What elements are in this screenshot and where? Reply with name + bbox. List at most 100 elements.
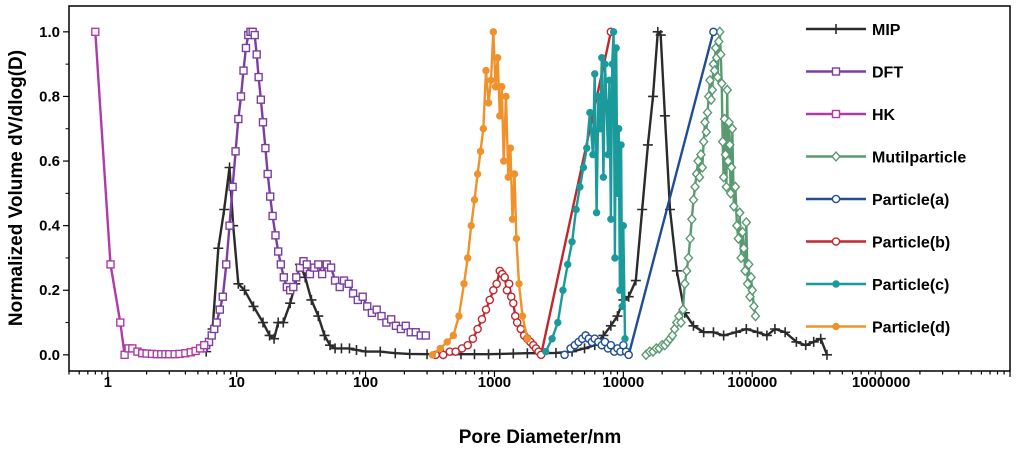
data-point <box>690 181 700 193</box>
data-point <box>630 275 641 286</box>
data-point <box>482 66 490 75</box>
series-line <box>94 31 205 356</box>
series-mip <box>201 26 832 360</box>
y-axis-title: Normalized Volume dV/dlog(D) <box>6 50 27 326</box>
data-point <box>721 181 732 193</box>
y-axis-ticks: 0.0 0.2 0.4 0.6 0.8 1.0 <box>39 24 69 364</box>
data-point <box>743 258 754 270</box>
data-point <box>542 347 550 356</box>
data-point <box>481 305 491 314</box>
x-axis-title: Pore Diameter/nm <box>459 427 622 448</box>
legend-swatch-marker <box>831 237 841 246</box>
data-point <box>609 28 618 36</box>
data-point <box>726 161 737 174</box>
data-point <box>700 116 710 128</box>
series-particle-d <box>428 28 532 359</box>
data-point <box>619 221 628 230</box>
data-point <box>723 155 734 167</box>
data-point <box>596 125 604 133</box>
data-point <box>306 294 317 305</box>
data-point <box>746 271 757 283</box>
data-point <box>363 302 372 311</box>
data-point <box>372 305 381 314</box>
data-point <box>733 233 744 245</box>
data-point <box>330 276 340 285</box>
y-tick-label: 0.8 <box>39 88 60 105</box>
data-point <box>612 311 623 322</box>
data-point <box>515 280 523 288</box>
legend-swatch-marker <box>831 67 841 76</box>
data-point <box>548 334 556 343</box>
data-point <box>228 182 237 192</box>
data-point <box>473 324 482 334</box>
series-dft <box>199 27 430 353</box>
y-tick-label: 0.4 <box>39 218 61 235</box>
data-point <box>716 77 727 90</box>
data-point <box>279 273 288 282</box>
data-point <box>504 173 512 181</box>
data-point <box>250 30 259 40</box>
data-point <box>621 334 629 343</box>
data-point <box>724 116 734 128</box>
data-point <box>780 327 791 338</box>
data-point <box>586 108 594 117</box>
data-point <box>386 315 396 324</box>
data-point <box>477 315 487 324</box>
data-point <box>697 161 708 174</box>
data-point <box>750 310 761 322</box>
data-point <box>344 343 355 354</box>
data-point <box>476 147 485 156</box>
data-point <box>473 170 482 178</box>
data-point <box>676 316 686 329</box>
data-point <box>512 318 522 327</box>
data-point <box>708 327 719 338</box>
data-point <box>722 84 733 96</box>
data-point <box>428 351 437 359</box>
data-point <box>559 286 567 294</box>
data-point <box>492 279 501 289</box>
data-point <box>685 233 696 245</box>
data-point <box>605 320 616 331</box>
data-point <box>463 254 472 262</box>
data-point <box>706 94 717 106</box>
series-particle-a <box>560 27 718 360</box>
series-particle-b <box>431 27 616 360</box>
data-point <box>479 125 488 133</box>
data-point <box>637 204 648 215</box>
legend-item-mip: MIP <box>806 22 901 39</box>
legend-label: Particle(d) <box>872 320 950 337</box>
data-point <box>604 150 612 159</box>
x-tick-label: 100 <box>353 374 378 391</box>
data-point <box>608 60 616 68</box>
data-point <box>568 238 576 246</box>
data-point <box>483 349 494 360</box>
legend-label: Particle(c) <box>872 277 949 294</box>
legend-swatch-marker <box>831 109 841 119</box>
legend: MIP DFT HK Mutilparticle Particle(a) Particle… <box>806 22 966 337</box>
data-point <box>289 282 298 292</box>
data-point <box>491 83 500 91</box>
data-point <box>599 173 608 181</box>
legend-label: DFT <box>872 65 903 82</box>
data-point <box>489 285 498 295</box>
data-point <box>560 350 569 360</box>
series-line <box>563 31 715 356</box>
data-point <box>390 348 401 359</box>
data-point <box>325 340 336 351</box>
data-point <box>463 340 472 350</box>
data-point <box>618 302 626 311</box>
data-point <box>707 84 718 96</box>
data-point <box>717 136 728 148</box>
data-point <box>583 144 591 152</box>
data-point <box>606 340 616 350</box>
data-point <box>698 136 709 148</box>
data-point <box>741 324 752 335</box>
data-point <box>508 348 519 359</box>
data-point <box>470 196 479 204</box>
data-point <box>738 242 749 254</box>
data-point <box>326 263 336 272</box>
legend-item-particle-c: Particle(c) <box>806 277 949 294</box>
data-point <box>671 265 682 276</box>
data-point <box>215 305 225 314</box>
